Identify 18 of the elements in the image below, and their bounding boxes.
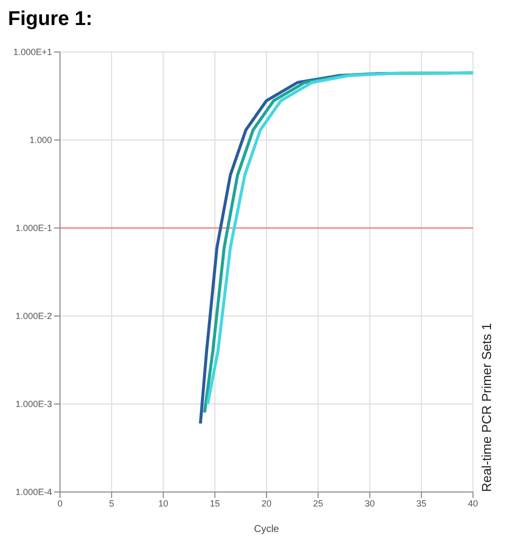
x-tick-label: 30: [364, 498, 375, 508]
y-tick-label: 1.000E-2: [15, 311, 52, 322]
x-tick-label: 35: [416, 498, 426, 508]
x-tick-label: 20: [261, 498, 272, 508]
x-tick-label: 5: [109, 498, 114, 508]
y-tick-label: 1.000E-1: [15, 223, 52, 234]
y-tick-label: 1.000E-4: [15, 487, 52, 498]
x-tick-label: 0: [57, 498, 63, 508]
y-tick-label: 1.000E-3: [15, 399, 52, 410]
x-tick-label: 15: [210, 498, 220, 508]
y-tick-label: 1.000: [29, 135, 52, 146]
x-tick-label: 25: [313, 498, 324, 508]
x-axis-title: Cycle: [254, 524, 280, 535]
x-tick-label: 10: [158, 498, 168, 508]
chart-title: Figure 1:: [8, 8, 94, 32]
x-tick-label: 40: [468, 498, 478, 508]
text: Real-time PCR Primer Sets 1: [479, 322, 495, 492]
y-tick-label: 1.000E+1: [13, 47, 52, 58]
